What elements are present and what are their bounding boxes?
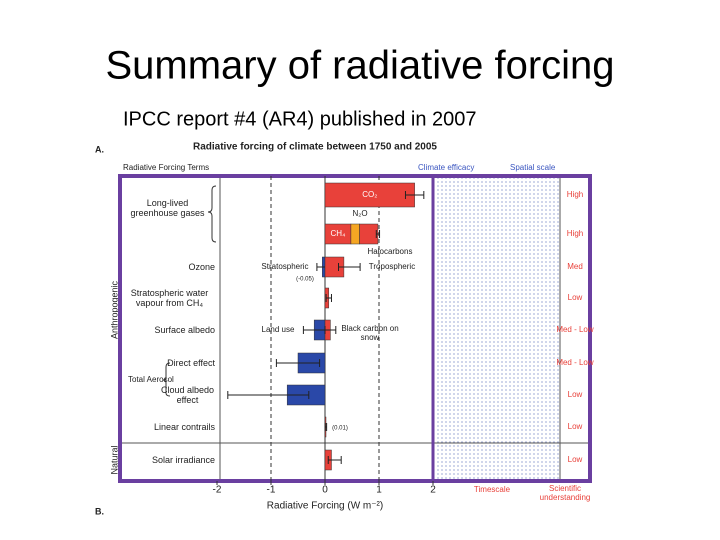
value-label: (-0.05) (296, 277, 314, 283)
row-label: Solar irradiance (151, 455, 215, 465)
panel-label: B. (95, 506, 104, 516)
spatial-scale: Med - Low (556, 358, 594, 367)
bar (350, 223, 360, 245)
spatial-scale: Med - Low (556, 325, 594, 334)
x-tick-label: -2 (213, 485, 222, 496)
row-label: Ozone (188, 262, 215, 272)
column-header: Climate efficacy (418, 163, 474, 172)
panel-label: A. (95, 144, 104, 154)
spatial-scale: High (567, 229, 583, 238)
spatial-scale: High (567, 190, 583, 199)
spatial-scale: Low (568, 390, 583, 399)
slide-title: Summary of radiative forcing (105, 44, 614, 88)
slide-subtitle: IPCC report #4 (AR4) published in 2007 (123, 108, 477, 130)
row-label: Surface albedo (154, 325, 215, 335)
spatial-scale: Low (568, 455, 583, 464)
row-label: Linear contrails (153, 422, 215, 432)
aerosol-label: Total Aerosol (128, 375, 174, 384)
bar (359, 223, 379, 245)
column-header: Spatial scale (510, 163, 556, 172)
x-axis-label: Radiative Forcing (W m⁻²) (267, 501, 383, 512)
row-label: Long-lived greenhouse gases (130, 198, 205, 218)
x-tick-label: 1 (376, 485, 382, 496)
brace (207, 185, 217, 243)
spatial-scale: Low (568, 422, 583, 431)
brace (162, 362, 171, 397)
row-label: Stratospheric water vapour from CH₄ (130, 288, 209, 308)
spatial-scale: Med (567, 262, 583, 271)
spatial-scale: Low (568, 293, 583, 302)
bar-label: CH₄ (331, 229, 346, 238)
value-label: (0.01) (332, 426, 348, 432)
footer-label: Timescale (474, 485, 511, 494)
group-label: Anthropogenic (109, 280, 119, 339)
bar-label: Halocarbons (368, 247, 413, 256)
group-label: Natural (109, 445, 119, 474)
bar-label: N₂O (352, 209, 367, 218)
chart-title: Radiative forcing of climate between 175… (193, 142, 437, 153)
x-tick-label: 0 (322, 485, 328, 496)
column-header: Radiative Forcing Terms (123, 163, 209, 172)
row-label: Direct effect (167, 358, 215, 368)
x-tick-label: 2 (430, 485, 436, 496)
bar-label: Land use (262, 325, 295, 334)
bar-label: Black carbon on snow (341, 324, 399, 342)
bar-label: Tropospheric (369, 262, 415, 271)
bar-label: CO₂ (362, 190, 377, 199)
footer-label: Scientific understanding (539, 484, 591, 502)
highlight-frame (118, 174, 592, 483)
bar-label: Stratospheric (261, 262, 308, 271)
efficacy-panel (433, 176, 560, 481)
row-label: Cloud albedo effect (160, 385, 215, 405)
x-tick-label: -1 (267, 485, 276, 496)
